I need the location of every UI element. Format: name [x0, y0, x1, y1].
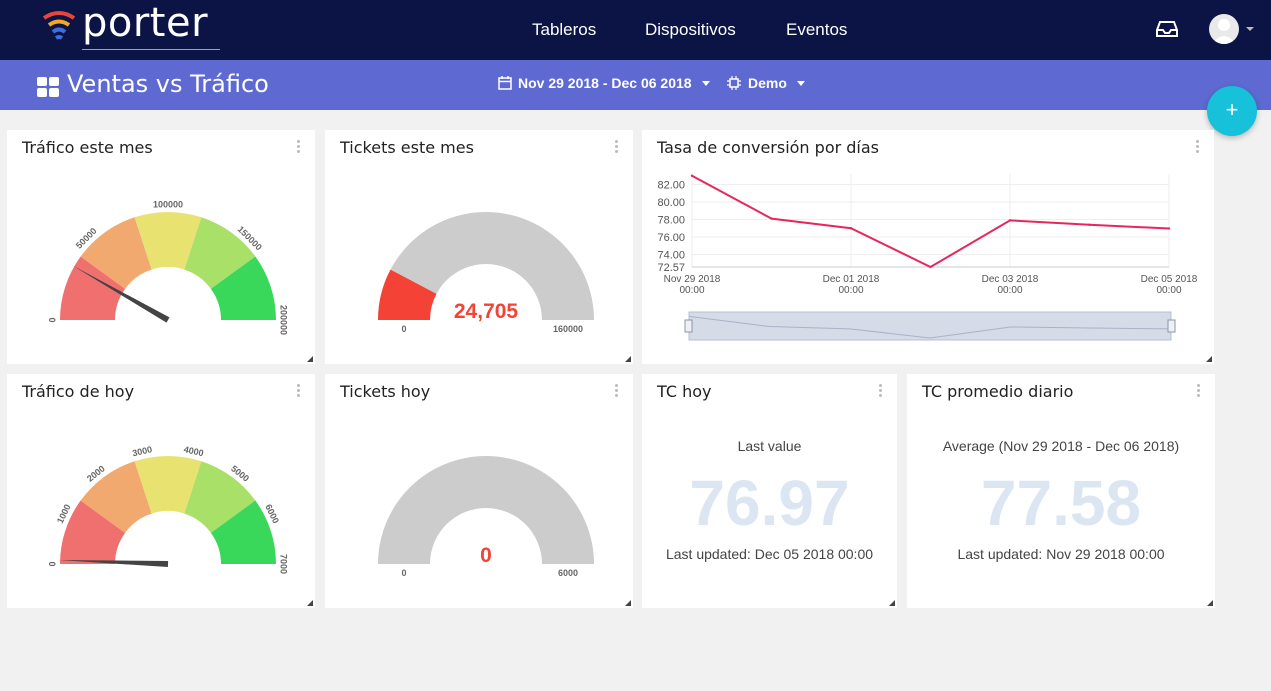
chip-icon — [726, 75, 742, 91]
stat-caption: Average (Nov 29 2018 - Dec 06 2018) — [907, 438, 1215, 454]
brand-name: porter — [82, 0, 208, 46]
resize-handle-icon[interactable] — [307, 356, 313, 362]
page-title: Ventas vs Tráfico — [67, 70, 269, 98]
data-point — [691, 175, 693, 177]
widget-trafico-hoy: Tráfico de hoy 0 1000 2000 3000 4000 5000 6000… — [7, 374, 315, 608]
x-tick-label: Dec 01 2018 — [823, 274, 880, 285]
stat-caption: Last value — [642, 438, 897, 454]
nav-item-eventos[interactable]: Eventos — [786, 0, 847, 60]
resize-handle-icon[interactable] — [1206, 356, 1212, 362]
date-range-picker[interactable]: Nov 29 2018 - Dec 06 2018 — [498, 75, 710, 91]
calendar-icon — [498, 76, 512, 90]
y-tick-label: 74.00 — [657, 249, 685, 261]
y-tick-label: 82.00 — [657, 179, 685, 191]
y-tick-label: 76.00 — [657, 232, 685, 244]
kebab-menu-icon[interactable] — [879, 384, 883, 399]
stat-value: 77.58 — [907, 466, 1215, 540]
device-selector[interactable]: Demo — [726, 75, 805, 91]
x-tick-label: 00:00 — [838, 285, 863, 296]
wifi-logo-icon — [42, 6, 78, 46]
resize-handle-icon[interactable] — [1207, 600, 1213, 606]
device-selector-label: Demo — [748, 75, 787, 91]
date-range-label: Nov 29 2018 - Dec 06 2018 — [518, 75, 692, 91]
brand-underline — [82, 49, 220, 50]
stat-updated: Last updated: Nov 29 2018 00:00 — [907, 546, 1215, 562]
inbox-icon[interactable] — [1156, 19, 1178, 39]
gauge-min-label: 0 — [401, 324, 406, 334]
chevron-down-icon[interactable] — [1246, 27, 1254, 31]
solid-gauge-chart: 0 6000 0 — [325, 374, 633, 608]
gauge-tick-label: 4000 — [183, 444, 205, 458]
gauge-value-label: 24,705 — [454, 300, 519, 323]
data-point — [1168, 227, 1170, 229]
nav-item-tableros[interactable]: Tableros — [532, 0, 596, 60]
gauge-tick-label: 200000 — [279, 305, 289, 335]
resize-handle-icon[interactable] — [625, 356, 631, 362]
x-tick-label: Dec 03 2018 — [982, 274, 1039, 285]
y-tick-label: 80.00 — [657, 197, 685, 209]
navigator-handle-left — [685, 320, 692, 332]
gauge-tick-label: 0 — [47, 561, 57, 566]
chevron-down-icon — [702, 81, 710, 86]
gauge-tick-label: 7000 — [279, 554, 289, 574]
widget-tc-hoy: TC hoy Last value 76.97 Last updated: De… — [642, 374, 897, 608]
resize-handle-icon[interactable] — [625, 600, 631, 606]
gauge-tick-label: 0 — [47, 317, 57, 322]
stat-value: 76.97 — [642, 466, 897, 540]
navigator-handle-right — [1168, 320, 1175, 332]
nav-item-dispositivos[interactable]: Dispositivos — [645, 0, 736, 60]
x-tick-label: Nov 29 2018 — [664, 274, 721, 285]
widget-conversion: Tasa de conversión por días 82.00 80.00 78… — [642, 130, 1214, 364]
kebab-menu-icon[interactable] — [1197, 384, 1201, 399]
chevron-down-icon — [797, 81, 805, 86]
x-tick-label: 00:00 — [1156, 285, 1181, 296]
dashboard-grid-icon — [37, 77, 59, 97]
gauge-max-label: 6000 — [558, 568, 578, 578]
gauge-value-label: 0 — [480, 544, 492, 567]
widget-trafico-mes: Tráfico este mes 0 50000 100000 150000 20000… — [7, 130, 315, 364]
data-point — [770, 217, 772, 219]
gauge-min-label: 0 — [401, 568, 406, 578]
brand-logo[interactable]: porter — [42, 6, 78, 52]
gauge-max-label: 160000 — [553, 324, 583, 334]
widget-title: TC promedio diario — [922, 382, 1073, 401]
y-tick-label: 78.00 — [657, 214, 685, 226]
x-tick-label: 00:00 — [997, 285, 1022, 296]
gauge-chart: 0100020003000 4000500060007000 — [7, 374, 315, 608]
solid-gauge-chart: 0 160000 24,705 — [325, 130, 633, 364]
resize-handle-icon[interactable] — [889, 600, 895, 606]
stat-updated: Last updated: Dec 05 2018 00:00 — [642, 546, 897, 562]
top-navbar: porter Tableros Dispositivos Eventos — [0, 0, 1271, 60]
gauge-tick-label: 100000 — [153, 199, 183, 209]
y-tick-label: 72.57 — [657, 262, 685, 274]
user-avatar-icon[interactable] — [1209, 14, 1239, 44]
data-point — [929, 266, 931, 268]
x-tick-label: 00:00 — [679, 285, 704, 296]
widget-tickets-mes: Tickets este mes 0 160000 24,705 — [325, 130, 633, 364]
gauge-tick-label: 3000 — [131, 444, 153, 458]
widget-tc-promedio: TC promedio diario Average (Nov 29 2018 … — [907, 374, 1215, 608]
series-line — [692, 176, 1169, 267]
data-point — [1088, 224, 1090, 226]
data-point — [850, 227, 852, 229]
x-tick-label: Dec 05 2018 — [1141, 274, 1198, 285]
resize-handle-icon[interactable] — [307, 600, 313, 606]
widget-title: TC hoy — [657, 382, 712, 401]
add-widget-button[interactable]: + — [1207, 86, 1257, 136]
data-point — [1009, 219, 1011, 221]
widget-tickets-hoy: Tickets hoy 0 6000 0 — [325, 374, 633, 608]
